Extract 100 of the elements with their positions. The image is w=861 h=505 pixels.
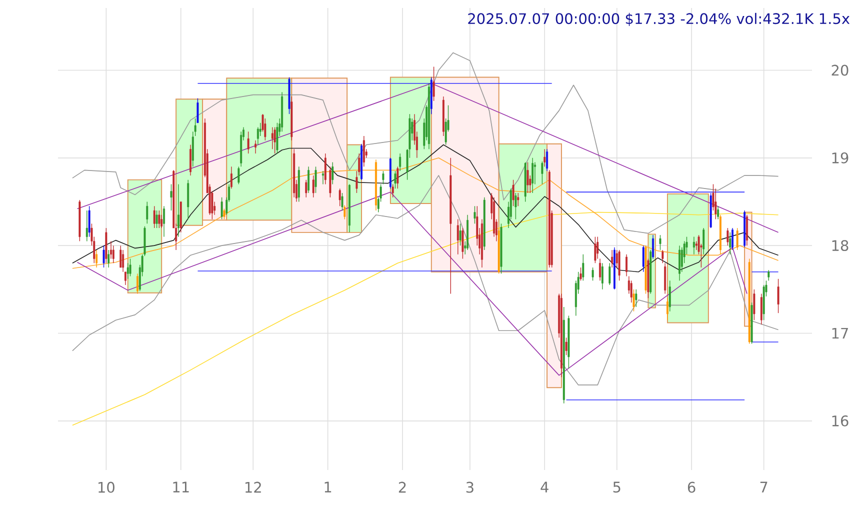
candlestick: [146, 201, 148, 224]
candlestick: [344, 204, 346, 220]
x-tick-label: 10: [98, 482, 114, 493]
candlestick: [129, 258, 132, 277]
candlestick: [630, 280, 632, 303]
candlestick: [746, 214, 748, 246]
y-tick-label: 17: [832, 328, 848, 339]
candlestick: [126, 262, 129, 280]
candlestick: [256, 126, 259, 146]
line-series: [72, 212, 779, 426]
candlestick: [582, 254, 584, 281]
candlestick: [196, 98, 199, 124]
candlestick: [512, 179, 514, 206]
candlestick: [120, 245, 122, 268]
candlestick: [276, 122, 278, 154]
candlestick: [668, 280, 671, 312]
candlestick: [532, 158, 534, 194]
candlestick: [546, 148, 548, 172]
candlestick: [163, 206, 165, 238]
candlestick: [332, 162, 334, 185]
candlestick: [632, 289, 635, 312]
candlestick: [611, 250, 614, 268]
candlestick: [580, 267, 582, 281]
candlestick: [652, 234, 654, 260]
candlestick: [666, 298, 668, 320]
candlestick: [362, 136, 365, 168]
candlestick: [392, 184, 394, 198]
candlestick: [599, 258, 602, 281]
candlestick: [312, 175, 314, 198]
candlestick: [626, 254, 628, 277]
x-tick-label: 6: [688, 482, 696, 493]
candlestick: [565, 337, 568, 356]
candlestick: [247, 131, 250, 154]
candlestick: [526, 162, 529, 194]
candlestick: [726, 228, 729, 246]
candlestick: [382, 170, 384, 185]
candlestick: [760, 293, 762, 325]
candlestick: [474, 206, 476, 224]
candlestick: [314, 166, 317, 194]
candlestick: [664, 262, 666, 294]
candlestick: [729, 232, 732, 255]
candlestick: [678, 245, 680, 281]
candlestick: [329, 166, 332, 198]
candlestick: [96, 250, 98, 268]
x-tick-label: 4: [540, 482, 548, 492]
candlestick: [432, 66, 435, 102]
candlestick: [274, 126, 276, 154]
candlestick: [618, 250, 620, 281]
x-tick-label: 12: [245, 482, 261, 493]
candlestick: [324, 153, 326, 185]
candlestick: [635, 289, 638, 308]
candlestick: [456, 218, 459, 255]
candlestick: [223, 208, 226, 220]
candlestick: [110, 240, 112, 260]
candlestick: [517, 192, 520, 206]
candlestick: [158, 210, 160, 228]
candlestick: [394, 170, 396, 189]
candlestick: [177, 184, 180, 238]
chart-title: 2025.07.07 00:00:00 $17.33 -2.04% vol:432.1K 1.5x: [468, 12, 850, 26]
y-tick-label: 18: [832, 240, 848, 252]
candlestick: [136, 273, 138, 294]
candlestick: [156, 210, 158, 228]
candlestick: [777, 278, 780, 314]
y-tick-label: 16: [832, 415, 848, 426]
candlestick: [220, 197, 223, 220]
line-series: [76, 192, 748, 376]
candlestick: [88, 206, 90, 238]
candlestick: [264, 118, 266, 141]
candlestick: [160, 214, 163, 228]
candlestick: [322, 170, 324, 185]
candlestick: [514, 192, 517, 220]
candlestick: [541, 161, 544, 185]
x-tick-label: 5: [613, 482, 620, 493]
candlestick: [254, 140, 257, 154]
candlestick: [608, 262, 611, 286]
candlestick: [305, 179, 308, 198]
candlestick: [341, 192, 344, 211]
candlestick: [702, 228, 705, 255]
line-series: [72, 175, 779, 386]
y-tick-label: 20: [832, 64, 848, 76]
candlestick: [662, 250, 664, 264]
candlestick: [187, 179, 190, 220]
candlestick: [108, 250, 110, 268]
candlestick: [601, 262, 604, 290]
candlestick: [462, 228, 464, 260]
candlestick: [714, 188, 717, 220]
candlestick: [459, 223, 462, 246]
candlestick: [211, 190, 214, 220]
candlestick: [596, 236, 599, 260]
candlestick: [659, 234, 662, 250]
x-tick-label: 1: [324, 482, 332, 492]
candlestick: [592, 267, 594, 281]
candlestick: [153, 206, 156, 228]
candlestick: [396, 166, 399, 189]
candlestick: [238, 166, 240, 185]
candlestick: [753, 289, 756, 320]
y-tick-label: 19: [832, 152, 848, 164]
candlestick: [594, 236, 596, 264]
candlestick: [308, 166, 310, 194]
candlestick: [86, 210, 88, 242]
